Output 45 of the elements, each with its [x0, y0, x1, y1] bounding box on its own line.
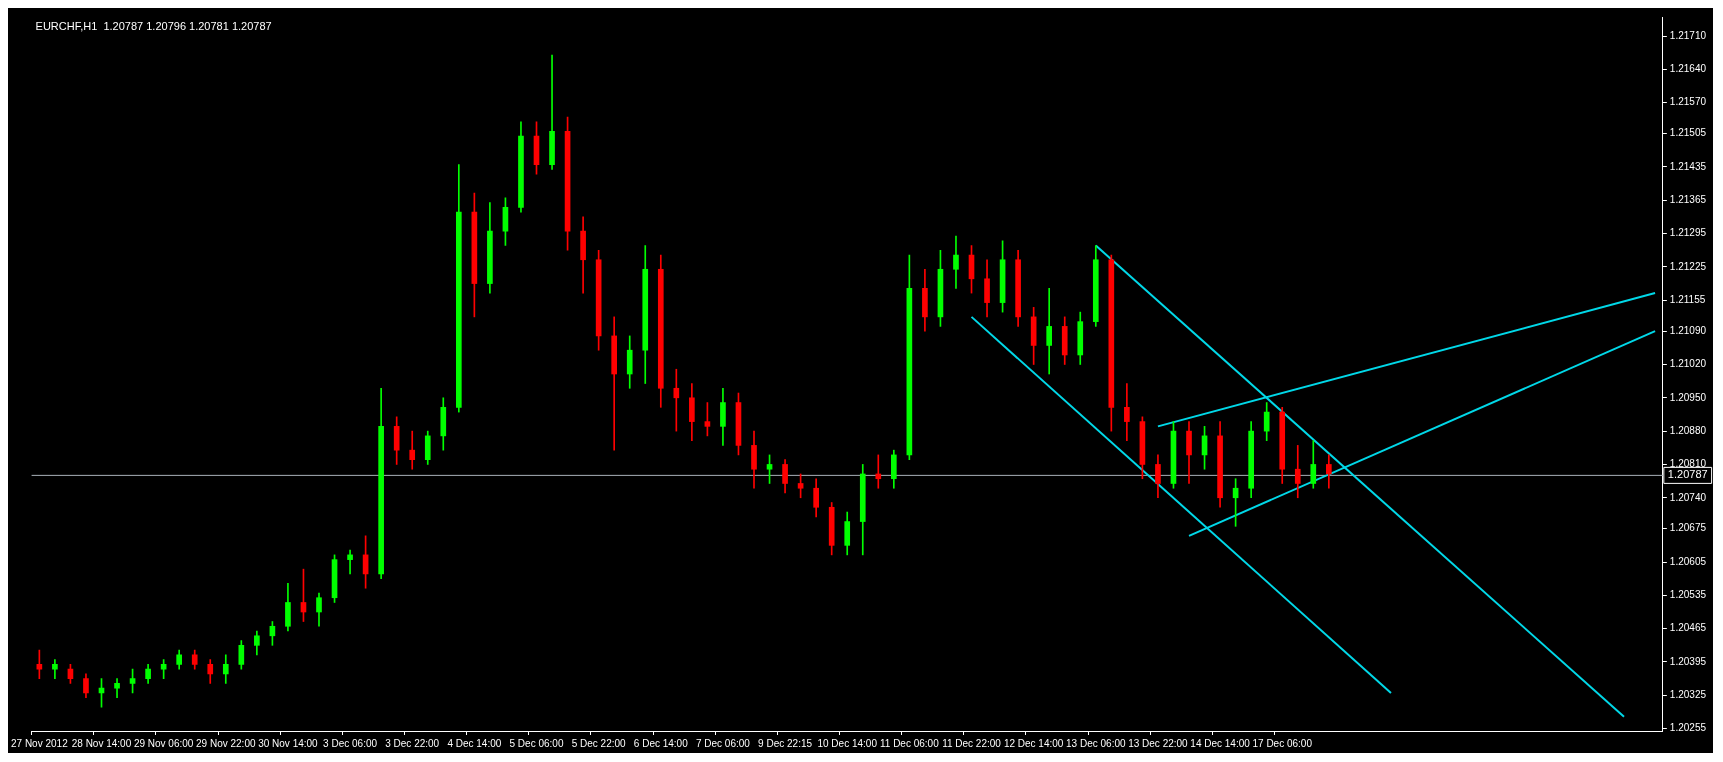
- y-tick-label: 1.21640: [1669, 63, 1707, 75]
- y-tick-label: 1.21435: [1669, 160, 1707, 172]
- x-tick-label: 3 Dec 06:00: [323, 737, 378, 749]
- y-tick-label: 1.21225: [1669, 260, 1707, 272]
- y-tick-label: 1.20880: [1669, 424, 1707, 436]
- x-tick-label: 9 Dec 22:15: [758, 737, 813, 749]
- x-tick-label: 11 Dec 22:00: [942, 737, 1002, 749]
- y-tick-label: 1.21020: [1669, 358, 1707, 370]
- x-tick-label: 5 Dec 22:00: [571, 737, 627, 749]
- y-tick-label: 1.20950: [1669, 391, 1707, 403]
- y-tick-label: 1.20810: [1669, 458, 1707, 470]
- y-tick-label: 1.20740: [1669, 491, 1707, 503]
- x-tick-label: 13 Dec 06:00: [1066, 737, 1126, 749]
- x-tick-label: 11 Dec 06:00: [879, 737, 940, 749]
- x-tick-label: 17 Dec 06:00: [1252, 737, 1313, 749]
- y-tick-label: 1.20535: [1669, 589, 1707, 601]
- x-tick-label: 14 Dec 14:00: [1190, 737, 1251, 749]
- x-tick-label: 3 Dec 22:00: [385, 737, 440, 749]
- y-tick-label: 1.20395: [1669, 655, 1707, 667]
- y-tick-label: 1.21090: [1669, 324, 1707, 336]
- y-tick-label: 1.21505: [1669, 127, 1707, 139]
- x-tick-label: 29 Nov 06:00: [133, 737, 194, 749]
- x-tick-label: 13 Dec 22:00: [1128, 737, 1189, 749]
- x-tick-label: 27 Nov 2012: [11, 737, 69, 749]
- y-tick-label: 1.21710: [1669, 29, 1707, 41]
- x-tick-label: 12 Dec 14:00: [1003, 737, 1064, 749]
- y-tick-label: 1.21295: [1669, 227, 1707, 239]
- x-tick-label: 29 Nov 22:00: [196, 737, 256, 749]
- y-tick-label: 1.20255: [1669, 722, 1707, 734]
- y-tick-label: 1.21570: [1669, 96, 1707, 108]
- y-tick-label: 1.20325: [1669, 689, 1707, 701]
- y-tick-label: 1.21155: [1669, 293, 1706, 305]
- y-tick-label: 1.20675: [1669, 522, 1707, 534]
- x-tick-label: 10 Dec 14:00: [817, 737, 878, 749]
- x-tick-label: 7 Dec 06:00: [695, 737, 751, 749]
- x-tick-label: 6 Dec 14:00: [633, 737, 689, 749]
- x-tick-label: 30 Nov 14:00: [258, 737, 319, 749]
- y-tick-label: 1.21365: [1669, 194, 1707, 206]
- chart-title: EURCHF,H1 1.20787 1.20796 1.20781 1.20787: [35, 19, 272, 32]
- y-tick-label: 1.20465: [1669, 622, 1707, 634]
- x-tick-label: 4 Dec 14:00: [447, 737, 502, 749]
- x-tick-label: 28 Nov 14:00: [71, 737, 132, 749]
- ref-line-label: 1.20787: [1667, 468, 1708, 481]
- x-tick-label: 5 Dec 06:00: [509, 737, 564, 749]
- y-tick-label: 1.20605: [1669, 555, 1707, 567]
